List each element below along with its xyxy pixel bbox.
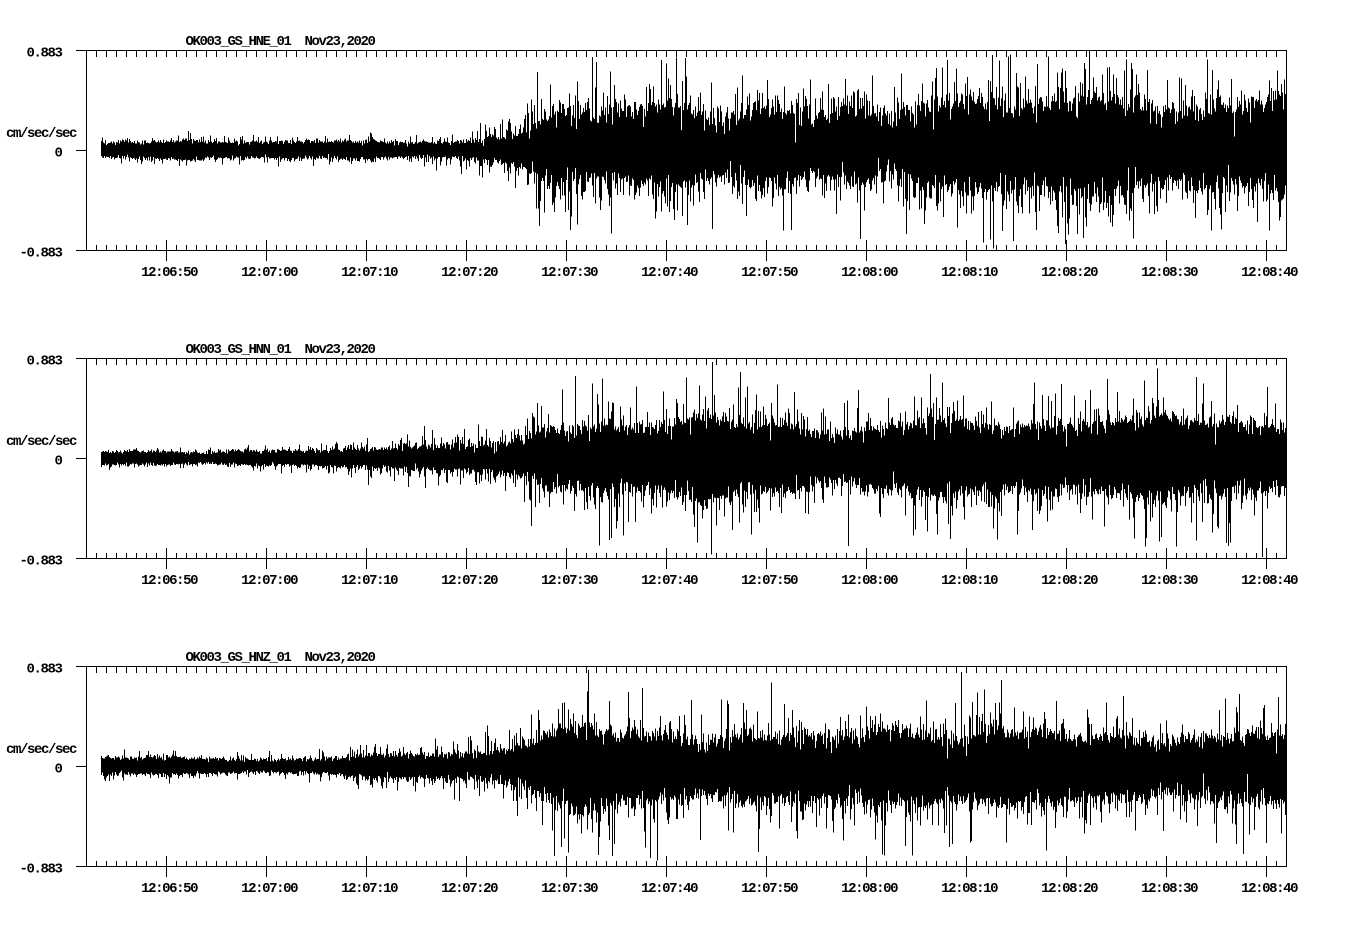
svg-text:12:07:50: 12:07:50 [741,573,798,589]
svg-text:0: 0 [54,146,62,162]
svg-text:12:07:40: 12:07:40 [641,573,698,589]
svg-text:0: 0 [54,762,62,778]
svg-text:12:07:30: 12:07:30 [541,265,598,281]
svg-text:0: 0 [54,454,62,470]
svg-text:12:08:30: 12:08:30 [1141,265,1198,281]
svg-text:12:08:30: 12:08:30 [1141,881,1198,897]
svg-text:-0.883: -0.883 [19,862,62,878]
svg-text:12:08:00: 12:08:00 [841,881,898,897]
svg-text:12:07:10: 12:07:10 [341,881,398,897]
svg-text:0.883: 0.883 [26,662,62,678]
svg-text:-0.883: -0.883 [19,246,62,262]
svg-text:12:08:40: 12:08:40 [1241,573,1298,589]
svg-text:12:07:00: 12:07:00 [241,265,298,281]
svg-text:0.883: 0.883 [26,46,62,62]
svg-text:-0.883: -0.883 [19,554,62,570]
svg-text:12:07:10: 12:07:10 [341,573,398,589]
svg-text:12:07:20: 12:07:20 [441,881,498,897]
svg-text:12:08:40: 12:08:40 [1241,881,1298,897]
svg-text:12:06:50: 12:06:50 [141,881,198,897]
svg-text:12:07:20: 12:07:20 [441,573,498,589]
svg-text:OK003_GS_HNE_01 Nov23,2020: OK003_GS_HNE_01 Nov23,2020 [186,34,376,50]
svg-text:12:07:30: 12:07:30 [541,573,598,589]
svg-text:12:08:30: 12:08:30 [1141,573,1198,589]
svg-text:12:07:00: 12:07:00 [241,573,298,589]
svg-text:12:08:00: 12:08:00 [841,265,898,281]
svg-text:12:07:50: 12:07:50 [741,881,798,897]
svg-text:12:08:20: 12:08:20 [1041,573,1098,589]
svg-text:12:08:40: 12:08:40 [1241,265,1298,281]
svg-text:12:07:00: 12:07:00 [241,881,298,897]
svg-text:cm/sec/sec: cm/sec/sec [6,126,77,142]
svg-text:12:08:20: 12:08:20 [1041,881,1098,897]
svg-text:12:07:40: 12:07:40 [641,881,698,897]
svg-text:0.883: 0.883 [26,354,62,370]
svg-text:12:06:50: 12:06:50 [141,265,198,281]
svg-text:12:06:50: 12:06:50 [141,573,198,589]
svg-text:12:08:10: 12:08:10 [941,881,998,897]
svg-text:12:07:20: 12:07:20 [441,265,498,281]
svg-text:12:08:10: 12:08:10 [941,573,998,589]
svg-text:OK003_GS_HNN_01 Nov23,2020: OK003_GS_HNN_01 Nov23,2020 [186,342,376,358]
svg-text:12:08:00: 12:08:00 [841,573,898,589]
svg-text:12:07:50: 12:07:50 [741,265,798,281]
svg-text:12:07:40: 12:07:40 [641,265,698,281]
svg-text:12:08:10: 12:08:10 [941,265,998,281]
svg-text:cm/sec/sec: cm/sec/sec [6,434,77,450]
svg-text:12:08:20: 12:08:20 [1041,265,1098,281]
svg-text:12:07:10: 12:07:10 [341,265,398,281]
svg-text:cm/sec/sec: cm/sec/sec [6,742,77,758]
svg-text:OK003_GS_HNZ_01 Nov23,2020: OK003_GS_HNZ_01 Nov23,2020 [186,650,376,666]
svg-text:12:07:30: 12:07:30 [541,881,598,897]
